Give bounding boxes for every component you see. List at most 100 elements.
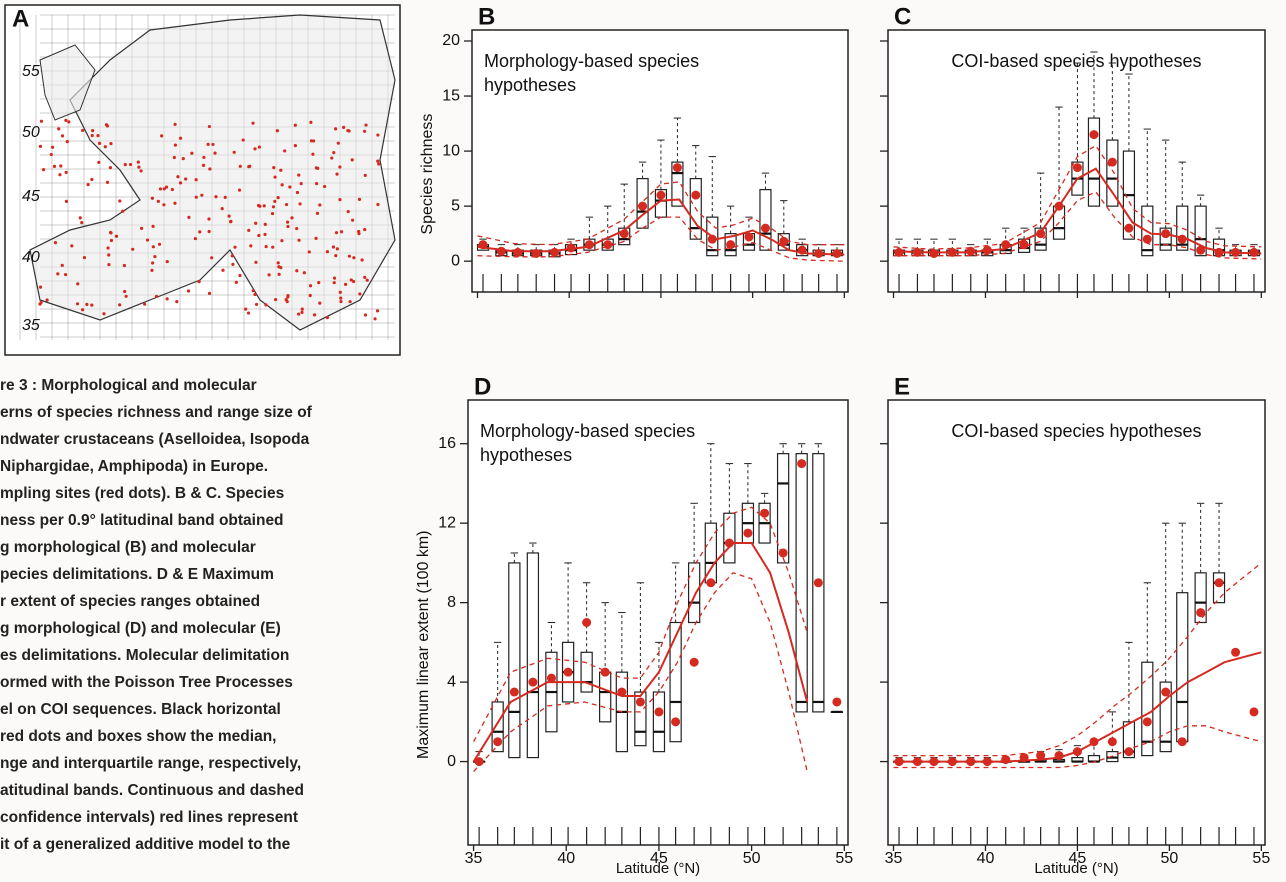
site-dot: [267, 273, 271, 277]
band-dot: [1124, 747, 1134, 757]
site-dot: [107, 262, 111, 267]
map-panel: [4, 4, 401, 356]
iqr-box: [491, 701, 504, 753]
site-dot: [162, 187, 166, 191]
site-dot: [351, 218, 355, 222]
plot-frame: [887, 399, 1266, 846]
site-dot: [64, 272, 68, 277]
site-dot: [114, 234, 119, 238]
site-dot: [275, 129, 279, 133]
site-dot: [346, 128, 350, 133]
site-dot: [173, 143, 177, 147]
site-dot: [363, 173, 367, 178]
site-dot: [128, 162, 133, 167]
site-dot: [160, 134, 164, 138]
iqr-box: [1194, 205, 1207, 257]
latitude-label: 55: [22, 63, 40, 80]
site-dot: [332, 276, 337, 280]
site-dot: [122, 263, 126, 268]
site-dot: [103, 145, 107, 149]
band-dot: [1036, 751, 1046, 761]
panel-letter: A: [12, 5, 29, 32]
band-dot: [1142, 234, 1152, 244]
site-dot: [75, 302, 80, 306]
site-dot: [277, 265, 281, 269]
site-dot: [350, 158, 354, 162]
iqr-box: [1106, 139, 1119, 207]
x-tick-label: 35: [465, 850, 483, 867]
site-dot: [272, 166, 276, 170]
band-dot: [689, 657, 699, 667]
site-dot: [190, 151, 194, 155]
site-dot: [256, 203, 261, 208]
band-dot: [912, 757, 922, 767]
site-dot: [131, 247, 135, 251]
site-dot: [360, 258, 364, 262]
site-dot: [41, 168, 46, 172]
site-dot: [59, 164, 63, 168]
caption-line: atitudinal bands. Continuous and dashed: [0, 782, 304, 799]
site-dot: [109, 238, 114, 243]
iqr-box: [508, 562, 521, 759]
site-dot: [176, 175, 180, 179]
band-dot: [797, 459, 807, 469]
site-dot: [50, 145, 55, 149]
y-tick-label: 8: [447, 594, 456, 611]
site-dot: [181, 156, 185, 161]
site-dot: [80, 308, 85, 312]
site-dot: [123, 163, 127, 167]
band-dot: [832, 248, 842, 258]
site-dot: [150, 268, 154, 273]
band-dot: [1142, 717, 1152, 727]
y-axis-label: Species richness: [419, 114, 436, 235]
site-dot: [107, 253, 111, 257]
site-dot: [213, 151, 217, 155]
site-dot: [90, 177, 94, 182]
band-dot: [929, 757, 939, 767]
site-dot: [338, 290, 342, 294]
site-dot: [53, 241, 58, 245]
island-outline: [39, 44, 96, 121]
band-dot: [832, 697, 842, 707]
site-dot: [118, 303, 122, 307]
band-dot: [1019, 753, 1029, 763]
band-dot: [563, 667, 573, 677]
site-dot: [347, 254, 352, 258]
site-dot: [165, 297, 169, 301]
chart-panel: C COI-based species hypotheses: [880, 3, 1266, 298]
site-dot: [314, 166, 318, 170]
band-dot: [550, 247, 560, 257]
site-dot: [64, 118, 68, 122]
site-dot: [102, 312, 106, 316]
site-dot: [308, 284, 313, 288]
band-dot: [982, 245, 992, 255]
x-tick-label: 55: [835, 850, 853, 867]
site-dot: [172, 155, 176, 160]
site-dot: [300, 307, 304, 311]
band-dot: [1001, 240, 1011, 250]
iqr-box: [526, 552, 540, 759]
iqr-box: [669, 621, 682, 743]
x-tick-label: 40: [557, 850, 575, 867]
iqr-box: [1141, 661, 1154, 757]
site-dot: [286, 295, 290, 299]
panel-letter: C: [894, 3, 911, 30]
caption-line: it of a generalized additive model to th…: [0, 836, 291, 853]
site-dot: [193, 236, 198, 241]
site-dot: [363, 313, 368, 317]
site-dot: [173, 122, 177, 126]
site-dot: [299, 182, 303, 186]
site-dot: [352, 256, 356, 260]
site-dot: [364, 123, 368, 127]
site-dot: [285, 299, 289, 304]
site-dot: [150, 196, 155, 200]
site-dot: [375, 309, 380, 313]
site-dot: [223, 195, 227, 199]
site-dot: [151, 224, 155, 228]
band-dot: [1072, 163, 1082, 173]
ci-line: [893, 190, 1262, 260]
site-dot: [154, 294, 159, 299]
site-dot: [357, 197, 362, 201]
site-dot: [334, 231, 339, 235]
site-dot: [253, 292, 257, 297]
